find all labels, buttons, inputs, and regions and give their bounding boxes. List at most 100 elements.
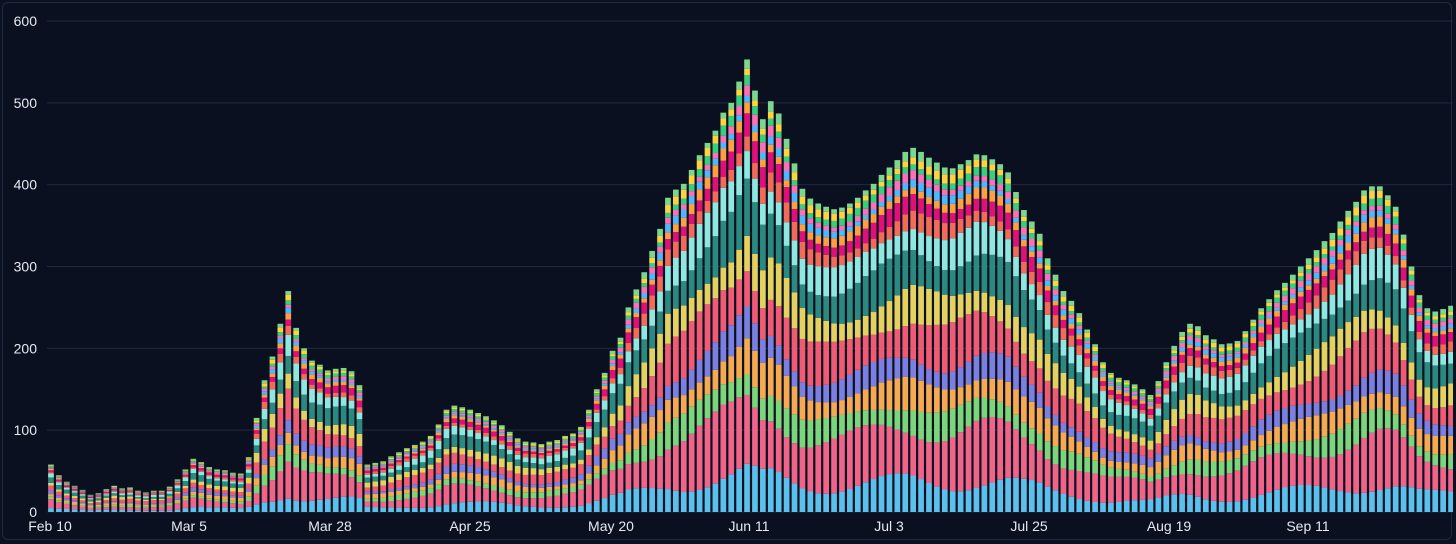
bar-segment [364,465,371,467]
bar-segment [1068,398,1075,428]
bar-segment [570,439,576,441]
bar-segment [506,435,513,437]
bar-segment [1068,311,1075,315]
bar-segment [649,267,655,274]
bar-segment [997,169,1004,176]
bar-segment [1202,358,1209,365]
bar [467,409,474,512]
bar-segment [1115,389,1122,395]
bar-segment [419,467,426,473]
bar-segment [285,432,292,445]
bar-segment [1044,265,1051,270]
bar-segment [767,213,774,258]
bar-segment [491,477,497,486]
bar-segment [514,481,521,486]
bar-segment [1092,354,1098,357]
bar-segment [1036,233,1043,242]
bar-segment [878,332,885,359]
bar [87,494,94,512]
bar-segment [475,501,481,512]
bar-segment [1100,364,1106,369]
bar-segment [894,221,901,236]
bar-segment [56,477,62,478]
bar-segment [926,442,932,484]
bar-segment [870,270,877,313]
bar-segment [665,197,671,206]
bar-segment [1163,371,1170,375]
bar [435,424,442,512]
bar-segment [443,418,450,423]
bar-segment [1250,319,1257,323]
bar-segment [87,499,94,502]
bar-segment [1250,330,1257,334]
bar-segment [1408,285,1415,290]
bar-segment [56,491,62,496]
bar-segment [380,493,387,498]
bar-segment [95,494,102,495]
bar-segment [269,381,276,390]
bar-segment [467,417,474,420]
bar-segment [902,326,909,358]
bar-segment [1155,408,1162,416]
bar-segment [1123,392,1130,397]
bar-segment [593,391,600,394]
bar-segment [419,442,426,445]
bar-segment [570,434,576,437]
bar-segment [1377,278,1383,311]
bar-segment [578,505,584,512]
bar-segment [237,492,244,496]
bar-segment [934,220,940,239]
bar-segment [633,397,640,417]
bar-segment [752,114,758,126]
bar [1329,232,1336,512]
bar [317,364,323,512]
bar-segment [1448,305,1453,312]
bar-segment [222,475,228,478]
bar-segment [1432,346,1439,355]
bar-segment [601,375,608,378]
bar-segment [886,426,893,475]
bar-segment [807,447,814,492]
bar-segment [973,290,980,311]
bar-segment [680,441,687,493]
bar-segment [847,213,853,222]
bar-segment [546,441,553,443]
bar-segment [1171,360,1178,364]
bar-segment [744,59,750,69]
bar-segment [190,482,197,488]
bar-segment [1377,369,1383,393]
bar-segment [498,479,505,488]
bar-segment [847,339,853,375]
bar-segment [475,422,481,425]
bar-segment [546,462,553,468]
bar-segment [71,501,78,505]
bar-segment [926,483,932,512]
bar-segment [601,468,608,475]
bar-segment [625,489,632,512]
bar-segment [261,394,268,398]
bar-segment [736,166,742,196]
bar-segment [388,463,394,466]
bar-segment [324,408,331,426]
bar-segment [206,488,213,492]
bar-segment [214,480,220,486]
bar-segment [783,180,790,188]
bar-segment [1416,307,1423,313]
bar-segment [356,388,363,391]
bar-segment [847,430,853,490]
bar-segment [79,498,86,501]
bar-segment [783,375,790,409]
bar-segment [831,227,837,232]
bar-segment [1131,405,1138,409]
bar-segment [119,503,125,506]
bar-segment [783,277,790,318]
bar-segment [1021,353,1027,377]
bar-segment [941,489,948,512]
bar-segment [63,483,70,485]
bar-segment [673,209,679,216]
bar-segment [1044,405,1051,419]
bar-segment [1242,359,1249,366]
bar-segment [736,81,742,90]
bar-segment [586,426,592,429]
bar-segment [562,450,568,458]
